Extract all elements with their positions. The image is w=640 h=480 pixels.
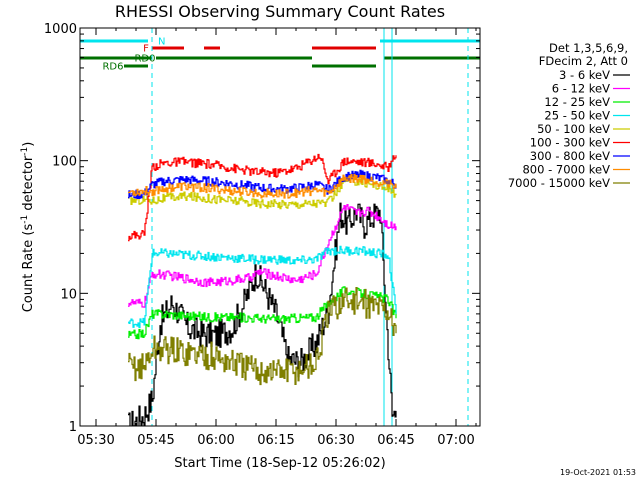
- legend-entry-3-6-kev: 3 - 6 keV: [559, 68, 610, 82]
- legend-entry-100-300-kev: 100 - 300 keV: [530, 136, 610, 150]
- legend-entry-6-12-kev: 6 - 12 keV: [552, 82, 610, 96]
- legend-entry-25-50-kev: 25 - 50 keV: [544, 109, 610, 123]
- flag-rd6-label: RD6: [102, 62, 123, 73]
- legend-header-line-1: Det 1,3,5,6,9,: [549, 41, 628, 55]
- series-line-3-6-kev: [128, 202, 397, 426]
- legend-entry-12-25-kev: 12 - 25 keV: [544, 95, 610, 109]
- flag-rd0-label: RD0: [134, 54, 155, 65]
- series-line-25-50-kev: [128, 245, 397, 328]
- x-tick-label: 07:00: [437, 433, 474, 448]
- footer-timestamp: 19-Oct-2021 01:53: [560, 468, 636, 477]
- x-tick-label: 06:30: [317, 433, 354, 448]
- x-tick-label: 05:30: [77, 433, 114, 448]
- x-axis-label: Start Time (18-Sep-12 05:26:02): [174, 456, 385, 471]
- y-tick-label: 1: [69, 420, 77, 435]
- axis-ticks: 05:30 05:45 06:00 06:15 06:30 06:45 07:00 1 10 10…: [44, 22, 480, 448]
- y-tick-label: 100: [52, 155, 77, 170]
- y-tick-label: 1000: [44, 22, 77, 37]
- legend-entry-50-100-kev: 50 - 100 keV: [537, 122, 610, 136]
- series-line-800-7000-kev: [128, 173, 397, 199]
- y-tick-label: 10: [60, 287, 77, 302]
- series-line-100-300-kev: [128, 153, 397, 242]
- series-line-7000-15000-kev: [128, 287, 397, 386]
- x-tick-label: 06:00: [197, 433, 234, 448]
- x-tick-label: 05:45: [137, 433, 174, 448]
- series-lines: [128, 153, 397, 426]
- flag-n-label: N: [158, 37, 165, 48]
- chart-title: RHESSI Observing Summary Count Rates: [115, 2, 445, 21]
- series-line-12-25-kev: [128, 286, 397, 340]
- legend-header-line-2: FDecim 2, Att 0: [539, 54, 628, 68]
- legend: Det 1,3,5,6,9, FDecim 2, Att 0 3 - 6 keV…: [508, 41, 630, 190]
- legend-entry-800-7000-kev: 800 - 7000 keV: [522, 163, 610, 177]
- plot-frame: [79, 27, 481, 427]
- legend-entry-300-800-kev: 300 - 800 keV: [530, 149, 610, 163]
- series-line-6-12-kev: [128, 204, 397, 308]
- x-tick-label: 06:15: [257, 433, 294, 448]
- flag-f-label: F: [143, 44, 149, 55]
- legend-entry-7000-15000-kev: 7000 - 15000 keV: [508, 176, 610, 190]
- y-axis-label: Count Rate (s-1 detector-1): [20, 142, 36, 313]
- x-tick-label: 06:45: [377, 433, 414, 448]
